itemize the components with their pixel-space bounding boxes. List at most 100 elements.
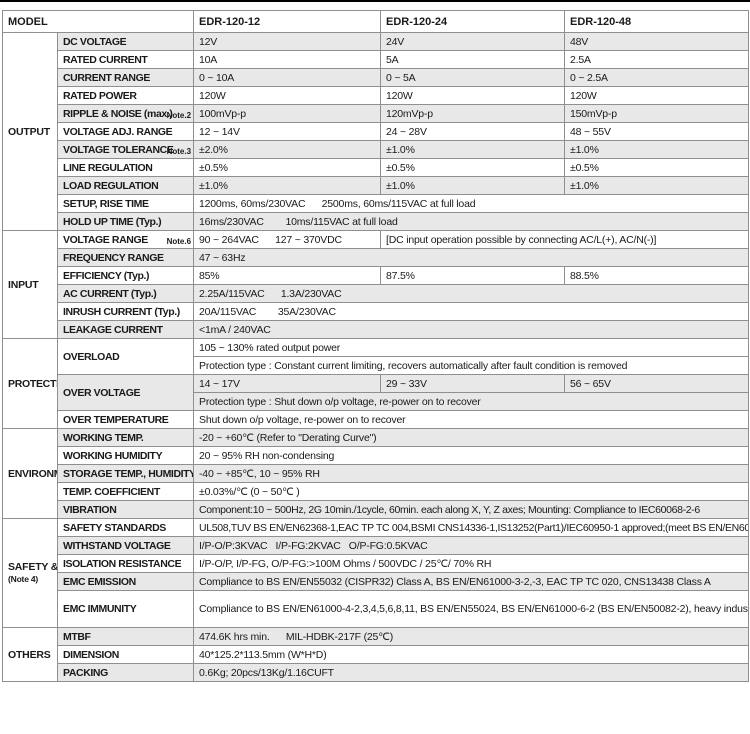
table-row: INRUSH CURRENT (Typ.) 20A/115VAC 35A/230… (3, 302, 750, 321)
spec-value: 2.5A (564, 50, 750, 69)
table-row: VIBRATION Component:10 ~ 500Hz, 2G 10min… (3, 500, 750, 519)
spec-label: FREQUENCY RANGE (56, 248, 195, 267)
spec-label: VIBRATION (56, 500, 195, 519)
table-row: Note.2 RIPPLE & NOISE (max.) 100mVp-p 120… (3, 104, 750, 123)
spec-value: ±1.0% (380, 176, 566, 195)
spec-value: -40 ~ +85℃, 10 ~ 95% RH (193, 464, 750, 483)
table-row: EMC EMISSION Compliance to BS EN/EN55032… (3, 572, 750, 591)
spec-value: 48V (564, 32, 750, 51)
spec-value: Protection type : Constant current limit… (193, 356, 750, 375)
spec-value: 12 ~ 14V (193, 122, 382, 141)
spec-value: 85% (193, 266, 382, 285)
table-row: EFFICIENCY (Typ.) 85% 87.5% 88.5% (3, 266, 750, 285)
table-row: OTHERS MTBF 474.6K hrs min. MIL-HDBK-217… (2, 627, 750, 682)
spec-label: WORKING HUMIDITY (56, 446, 195, 465)
footnote-ref: Note.6 (166, 236, 192, 246)
spec-label: WORKING TEMP. (56, 428, 195, 447)
table-row: RATED POWER 120W 120W 120W (3, 86, 750, 105)
spec-value: 120W (564, 86, 750, 105)
spec-value: ±2.0% (193, 140, 382, 159)
spec-label: EFFICIENCY (Typ.) (56, 266, 195, 285)
spec-label: INRUSH CURRENT (Typ.) (56, 302, 195, 321)
table-row: WITHSTAND VOLTAGE I/P-O/P:3KVAC I/P-FG:2… (3, 536, 750, 555)
section-note: (Note 4) (8, 574, 39, 585)
spec-label: SETUP, RISE TIME (56, 194, 195, 213)
spec-value: 0 ~ 5A (380, 68, 566, 87)
table-row: RATED CURRENT 10A 5A 2.5A (3, 50, 750, 69)
table-row: STORAGE TEMP., HUMIDITY -40 ~ +85℃, 10 ~… (3, 464, 750, 483)
table-row: CURRENT RANGE 0 ~ 10A 0 ~ 5A 0 ~ 2.5A (3, 68, 750, 87)
spec-table: MODEL EDR-120-12 EDR-120-24 EDR-120-48 O… (1, 10, 750, 682)
spec-value: 20 ~ 95% RH non-condensing (193, 446, 750, 465)
spec-value: ±0.5% (564, 158, 750, 177)
spec-label: TEMP. COEFFICIENT (56, 482, 195, 501)
spec-value: 5A (380, 50, 566, 69)
spec-label: ISOLATION RESISTANCE (56, 554, 195, 573)
table-row: LINE REGULATION ±0.5% ±0.5% ±0.5% (3, 158, 750, 177)
spec-value: 12V (193, 32, 382, 51)
table-row: TEMP. COEFFICIENT ±0.03%/℃ (0 ~ 50℃ ) (3, 482, 750, 501)
spec-label: HOLD UP TIME (Typ.) (56, 212, 195, 231)
spec-value: 48 ~ 55V (564, 122, 750, 141)
spec-value: I/P-O/P, I/P-FG, O/P-FG:>100M Ohms / 500… (193, 554, 750, 573)
spec-value: 29 ~ 33V (380, 374, 566, 393)
section-label-input: INPUT (2, 230, 58, 339)
spec-label: Note.3 VOLTAGE TOLERANCE (56, 140, 195, 159)
section-label-safety-emc: SAFETY & EMC (Note 4) (2, 518, 58, 628)
model-name-cell: EDR-120-24 (380, 10, 566, 33)
spec-value: UL508,TUV BS EN/EN62368-1,EAC TP TC 004,… (193, 518, 750, 537)
table-row: SETUP, RISE TIME 1200ms, 60ms/230VAC 250… (3, 194, 750, 213)
spec-label: EMC EMISSION (56, 572, 195, 591)
spec-value: 10A (193, 50, 382, 69)
table-row: Protection type : Constant current limit… (3, 356, 750, 375)
spec-value: ±1.0% (193, 176, 382, 195)
spec-value: 47 ~ 63Hz (193, 248, 750, 267)
spec-value: Component:10 ~ 500Hz, 2G 10min./1cycle, … (193, 500, 750, 519)
table-row: ENVIRONMENT WORKING TEMP. -20 ~ +60℃ (Re… (2, 428, 750, 519)
spec-value: 16ms/230VAC 10ms/115VAC at full load (193, 212, 750, 231)
footnote-ref: Note.2 (166, 110, 192, 120)
top-divider (0, 0, 750, 2)
spec-value: 120W (380, 86, 566, 105)
spec-label: PACKING (56, 663, 195, 682)
spec-value: 0.6Kg; 20pcs/13Kg/1.16CUFT (193, 663, 750, 682)
spec-value: 88.5% (564, 266, 750, 285)
table-row: DIMENSION 40*125.2*113.5mm (W*H*D) (3, 645, 750, 664)
spec-label: SAFETY STANDARDS (56, 518, 195, 537)
table-row: OUTPUT DC VOLTAGE 12V 24V 48V (2, 32, 750, 231)
section-label-environment: ENVIRONMENT (2, 428, 58, 519)
spec-value: 150mVp-p (564, 104, 750, 123)
spec-value: 105 ~ 130% rated output power (193, 338, 750, 357)
table-row: Protection type : Shut down o/p voltage,… (3, 392, 750, 411)
table-row: VOLTAGE ADJ. RANGE 12 ~ 14V 24 ~ 28V 48 … (3, 122, 750, 141)
section-label-protection: PROTECTION (2, 338, 58, 429)
spec-label: LINE REGULATION (56, 158, 195, 177)
spec-value: 24V (380, 32, 566, 51)
spec-value: Compliance to BS EN/EN55032 (CISPR32) Cl… (193, 572, 750, 591)
table-row: EMC IMMUNITY Compliance to BS EN/EN61000… (3, 590, 750, 628)
spec-value: 0 ~ 10A (193, 68, 382, 87)
spec-value: -20 ~ +60℃ (Refer to "Derating Curve") (193, 428, 750, 447)
table-row: AC CURRENT (Typ.) 2.25A/115VAC 1.3A/230V… (3, 284, 750, 303)
table-row: WORKING HUMIDITY 20 ~ 95% RH non-condens… (3, 446, 750, 465)
spec-value: ±0.03%/℃ (0 ~ 50℃ ) (193, 482, 750, 501)
spec-label: WITHSTAND VOLTAGE (56, 536, 195, 555)
spec-label: DIMENSION (56, 645, 195, 664)
spec-label: OVER TEMPERATURE (56, 410, 195, 429)
table-row: FREQUENCY RANGE 47 ~ 63Hz (3, 248, 750, 267)
table-header-row: MODEL EDR-120-12 EDR-120-24 EDR-120-48 (1, 10, 750, 33)
spec-label: CURRENT RANGE (56, 68, 195, 87)
spec-value: ±0.5% (193, 158, 382, 177)
model-name-cell: EDR-120-12 (193, 10, 382, 33)
spec-value: 14 ~ 17V (193, 374, 382, 393)
spec-value: 120mVp-p (380, 104, 566, 123)
spec-value: Compliance to BS EN/EN61000-4-2,3,4,5,6,… (193, 590, 750, 628)
section-name: SAFETY & EMC (8, 561, 58, 574)
spec-value: 40*125.2*113.5mm (W*H*D) (193, 645, 750, 664)
spec-value: 87.5% (380, 266, 566, 285)
table-row: LOAD REGULATION ±1.0% ±1.0% ±1.0% (3, 176, 750, 195)
spec-value: 0 ~ 2.5A (564, 68, 750, 87)
footnote-ref: Note.3 (166, 146, 192, 156)
spec-value: ±1.0% (564, 176, 750, 195)
